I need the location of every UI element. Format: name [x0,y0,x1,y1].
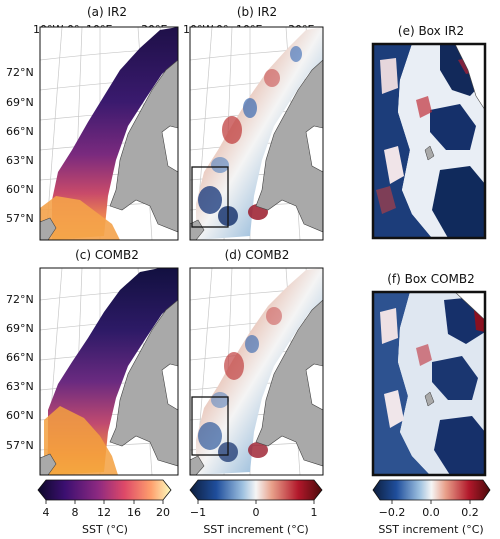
colorbar-box-increment: −0.2 0.0 0.2 SST increment (°C) [372,479,491,536]
map-panel-b [190,27,323,240]
island [424,391,435,407]
lat-label: 69°N [6,96,34,109]
panel-d-frame [189,267,324,476]
lat-label: 63°N [6,380,34,393]
colorbar-tick: 12 [97,506,111,519]
colorbar-tick: 16 [127,506,141,519]
land-uk [40,453,57,475]
sst-warm-patch [40,196,120,240]
panel-e-frame [371,42,487,240]
increment-eddies [198,307,282,462]
colorbar-tick: −0.2 [379,506,406,519]
lat-label: 72°N [6,293,34,306]
lat-label: 63°N [6,154,34,167]
panel-title-a: (a) IR2 [87,5,127,19]
map-panel-a [40,27,178,240]
colorbar-tick: −1 [190,506,206,519]
baltic-sea [305,363,323,411]
domain-edge [454,44,485,111]
colorbar-tick: 0.0 [422,506,440,519]
box-region-outline [191,396,229,456]
panel-title-c: (c) COMB2 [75,248,139,262]
baltic-sea [161,125,178,173]
panel-title-b: (b) IR2 [237,5,277,19]
colorbar-tick: 1 [311,506,318,519]
colorbar-tick: 4 [43,506,50,519]
increment-patches [380,296,485,475]
lat-labels-top: 72°N 69°N 66°N 63°N 60°N 57°N [6,66,34,225]
lat-label: 57°N [6,439,34,452]
baltic-sea [161,363,178,411]
panel-f-frame [371,290,487,477]
lat-labels-bottom: 72°N 69°N 66°N 63°N 60°N 57°N [6,293,34,452]
box-region-outline [191,166,229,228]
lat-label: 69°N [6,322,34,335]
map-panel-c [40,268,178,475]
island [424,145,435,161]
land-scandinavia [255,59,323,233]
land-uk [190,455,205,475]
land-uk [190,219,205,240]
panel-title-e: (e) Box IR2 [398,24,464,38]
colorbar-label: SST increment (°C) [203,523,308,536]
lat-label: 60°N [6,409,34,422]
land-uk [40,217,57,240]
colorbar-label: SST (°C) [82,523,128,536]
lat-label: 60°N [6,183,34,196]
lat-label: 72°N [6,66,34,79]
panel-c-frame [39,267,179,476]
colorbar-sst: 4 8 12 16 20 SST (°C) [37,479,172,536]
colorbar-tick: 8 [72,506,79,519]
panel-a-frame [39,26,179,241]
lat-label: 66°N [6,125,34,138]
lat-label: 66°N [6,351,34,364]
sst-warm-patch [44,406,118,475]
lat-label: 57°N [6,212,34,225]
land-scandinavia [255,299,323,467]
sst-field [52,27,178,240]
map-panel-d [190,268,323,475]
land-scandinavia [109,59,178,233]
land-scandinavia [109,299,178,467]
panel-b-frame [189,26,324,241]
colorbar-tick: 0.2 [461,506,479,519]
panel-title-f: (f) Box COMB2 [387,272,475,286]
baltic-sea [305,125,323,173]
colorbar-label: SST increment (°C) [378,523,483,536]
colorbar-tick: 0 [253,506,260,519]
map-panel-e [373,44,485,238]
colorbar-tick: 20 [156,506,170,519]
panel-title-d: (d) COMB2 [225,248,290,262]
colorbar-increment: −1 0 1 SST increment (°C) [189,479,323,536]
map-panel-f [373,292,485,475]
domain-edge [454,292,485,321]
